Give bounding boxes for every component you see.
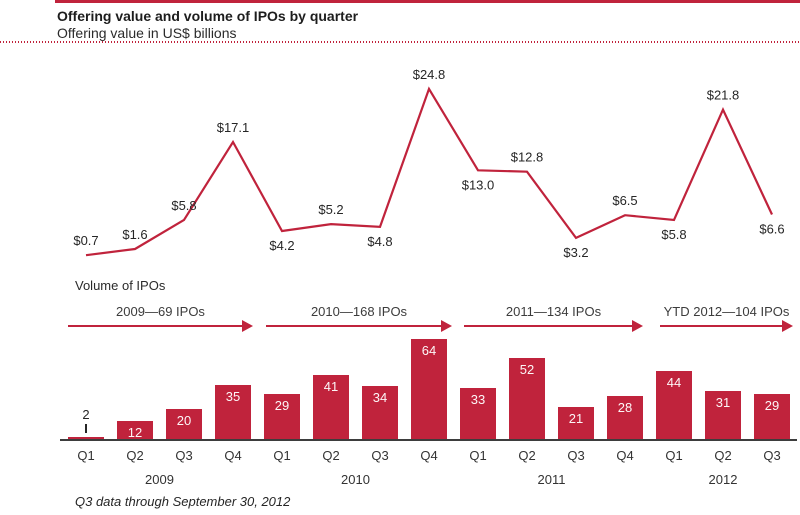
bar-value-label: 29 [274,398,290,414]
volume-bar: 28 [607,395,643,440]
volume-bar: 41 [313,375,349,440]
bar-value-label: 2 [82,406,90,422]
volume-section-label: Volume of IPOs [75,278,166,293]
dotted-divider [0,41,800,43]
ipo-year-arrow-label: 2010—168 IPOs [310,304,408,319]
ipo-year-arrow-label: YTD 2012—104 IPOs [663,304,790,319]
line-point-label: $0.7 [73,233,98,248]
bar-value-label: 41 [323,379,339,395]
quarter-tick-label: Q3 [567,448,585,463]
line-point-label: $17.1 [217,120,250,135]
quarter-tick-label: Q2 [126,448,144,463]
volume-bar: 33 [460,388,496,440]
quarter-tick-label: Q1 [273,448,291,463]
footnote: Q3 data through September 30, 2012 [75,494,291,509]
bar-value-label: 44 [666,374,682,390]
year-tick-label: 2012 [708,472,738,487]
ipo-year-arrow [660,325,783,327]
offering-value-line [85,86,773,257]
bar-value-label: 28 [617,399,633,415]
line-point-label: $24.8 [413,67,446,82]
quarter-tick-label: Q3 [763,448,781,463]
arrow-head-icon [441,320,452,332]
line-point-label: $13.0 [462,177,495,192]
quarter-tick-label: Q2 [322,448,340,463]
line-point-label: $5.8 [661,227,686,242]
volume-bar: 29 [264,394,300,440]
bar-value-label: 34 [372,390,388,406]
quarter-tick-label: Q3 [371,448,389,463]
bar-value-label: 12 [127,425,143,441]
volume-bar [68,436,104,440]
bar-value-label: 31 [715,395,731,411]
volume-bar: 21 [558,406,594,440]
ipo-year-arrow-label: 2009—69 IPOs [116,304,205,319]
quarter-tick-label: Q1 [665,448,683,463]
year-tick-label: 2010 [341,472,370,487]
volume-bar: 35 [215,384,251,440]
line-point-label: $12.8 [511,150,544,165]
bar-value-label: 33 [470,392,486,407]
ipo-year-arrow [68,325,243,327]
ipo-year-arrow [266,325,442,327]
quarter-tick-label: Q4 [224,448,242,463]
quarter-tick-label: Q2 [714,448,732,463]
bar-value-label: 64 [421,343,437,359]
quarter-tick-label: Q1 [77,448,95,463]
quarter-tick-label: Q4 [616,448,634,463]
line-point-label: $4.8 [367,234,392,249]
quarter-tick-label: Q1 [469,448,487,463]
volume-bar: 31 [705,391,741,440]
quarter-tick-label: Q4 [420,448,438,463]
year-tick-label: 2011 [537,472,566,487]
line-point-label: $6.6 [759,222,784,237]
arrow-head-icon [242,320,253,332]
line-point-label: $5.2 [318,202,343,217]
volume-bar: 20 [166,408,202,440]
x-axis-line [60,439,797,441]
top-accent-rule [55,0,800,3]
line-point-label: $21.8 [707,88,740,103]
volume-bar: 52 [509,358,545,440]
volume-bar: 29 [754,394,790,440]
bar-value-label: 52 [519,362,535,378]
line-point-label: $6.5 [612,193,637,208]
bar-value-label: 21 [568,410,584,426]
offering-value-line-chart: $0.7 $1.6 $5.8 $17.1 $4.2 $5.2 $4.8 $24.8 $13.0 $… [73,67,784,260]
ipo-year-arrow-label: 2011—134 IPOs [505,304,602,319]
arrow-head-icon [632,320,643,332]
bar-value-label: 35 [225,388,241,404]
chart-title: Offering value and volume of IPOs by qua… [57,8,359,24]
line-point-label: $3.2 [563,245,588,260]
volume-bar: 12 [117,421,153,440]
volume-bar: 44 [656,370,692,440]
volume-bar: 34 [362,386,398,440]
quarter-tick-label: Q2 [518,448,536,463]
line-point-label: $4.2 [269,238,294,253]
ipo-year-arrow [464,325,633,327]
line-point-label: $1.6 [122,227,147,242]
quarter-tick-label: Q3 [175,448,193,463]
bar-label-tick [85,423,87,433]
volume-bar: 64 [411,339,447,440]
line-point-label: $5.8 [171,198,196,213]
arrow-head-icon [782,320,793,332]
bar-value-label: 29 [764,398,780,414]
bar-value-label: 20 [176,412,192,428]
year-tick-label: 2009 [145,472,174,487]
chart-subtitle: Offering value in US$ billions [57,25,237,41]
